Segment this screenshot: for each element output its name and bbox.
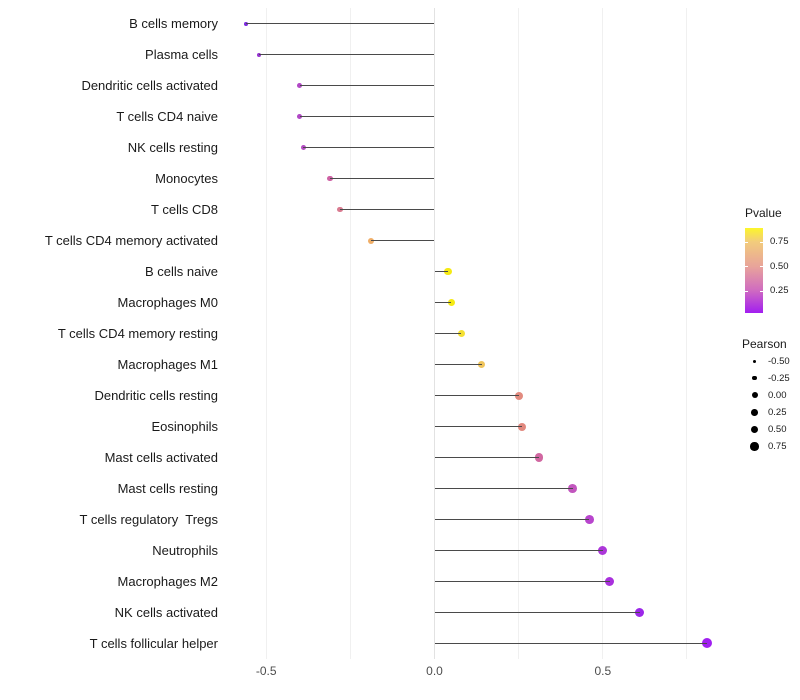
colorbar-tick-label: 0.25 <box>770 285 789 297</box>
colorbar-tick-mark <box>745 266 748 268</box>
category-label: T cells regulatory Tregs <box>79 511 218 527</box>
pearson-legend-dot <box>753 359 756 363</box>
lollipop-stem <box>434 270 448 273</box>
lollipop-stem <box>246 22 435 25</box>
lollipop-dot <box>514 391 523 400</box>
category-label: NK cells resting <box>127 139 218 155</box>
category-label: T cells CD4 memory activated <box>44 232 218 248</box>
pearson-legend-dot <box>751 392 758 399</box>
category-label: NK cells activated <box>114 604 218 620</box>
category-label: T cells follicular helper <box>89 635 218 651</box>
lollipop-stem <box>434 611 640 614</box>
lollipop-stem <box>434 580 610 583</box>
category-label: Mast cells activated <box>104 449 218 465</box>
lollipop-stem <box>434 332 462 335</box>
colorbar-tick-mark <box>745 290 748 292</box>
category-label: B cells naive <box>145 263 218 279</box>
lollipop-stem <box>259 53 435 56</box>
category-label: Eosinophils <box>151 418 219 434</box>
lollipop-dot <box>477 360 486 369</box>
pearson-legend-label: 0.75 <box>768 441 787 452</box>
lollipop-stem <box>303 146 435 149</box>
lollipop-dot <box>457 329 466 338</box>
colorbar-tick-mark <box>745 241 748 243</box>
lollipop-dot <box>444 268 452 276</box>
pearson-legend-label: -0.25 <box>768 372 790 384</box>
colorbar-tick-mark <box>760 241 763 243</box>
lollipop-dot <box>297 83 303 89</box>
pvalue-legend-title: Pvalue <box>745 206 782 220</box>
category-label: Plasma cells <box>145 46 218 62</box>
pvalue-colorbar <box>745 228 763 313</box>
lollipop-stem <box>299 84 435 87</box>
category-label: Dendritic cells resting <box>94 387 218 403</box>
category-label: T cells CD4 naive <box>116 108 218 124</box>
category-label: Dendritic cells activated <box>81 77 218 93</box>
category-label: Macrophages M0 <box>117 294 218 310</box>
lollipop-stem <box>299 115 435 118</box>
category-label: Neutrophils <box>152 542 218 558</box>
lollipop-stem <box>434 456 539 459</box>
x-axis-tick-label: -0.5 <box>255 664 277 678</box>
lollipop-stem <box>340 208 435 211</box>
gridline <box>686 8 688 659</box>
category-label: T cells CD4 memory resting <box>57 325 218 341</box>
lollipop-stem <box>434 487 573 490</box>
lollipop-stem <box>370 239 435 242</box>
gridline <box>349 8 351 659</box>
gridline <box>602 8 604 659</box>
category-label: T cells CD8 <box>151 201 218 217</box>
lollipop-dot <box>244 21 248 26</box>
category-label: Mast cells resting <box>117 480 218 496</box>
gridline <box>518 8 520 659</box>
pearson-legend-label: -0.50 <box>768 355 790 367</box>
lollipop-stem <box>434 642 708 645</box>
category-label: Monocytes <box>155 170 218 186</box>
lollipop-stem <box>330 177 435 180</box>
lollipop-dot <box>337 206 344 213</box>
colorbar-tick-label: 0.50 <box>770 260 789 272</box>
category-label: Macrophages M1 <box>117 356 218 372</box>
lollipop-dot <box>598 546 608 555</box>
category-label: Macrophages M2 <box>117 573 218 589</box>
pearson-legend-title: Pearson <box>742 337 787 351</box>
colorbar-tick-mark <box>760 290 763 292</box>
colorbar-tick-mark <box>760 266 763 268</box>
pearson-legend-dot <box>750 425 759 434</box>
lollipop-dot <box>297 114 303 120</box>
lollipop-stem <box>434 425 523 428</box>
lollipop-dot <box>635 607 645 618</box>
pearson-legend-dot <box>752 375 757 381</box>
x-axis-tick-label: 0.0 <box>426 664 443 678</box>
lollipop-stem <box>434 363 482 366</box>
lollipop-stem <box>434 549 603 552</box>
pearson-legend-dot <box>751 408 758 416</box>
lollipop-dot <box>447 298 455 307</box>
lollipop-stem <box>434 394 519 397</box>
category-label: B cells memory <box>129 15 218 31</box>
lollipop-stem <box>434 518 590 521</box>
pearson-legend-label: 0.00 <box>768 389 787 401</box>
x-axis-tick-label: 0.5 <box>594 664 612 678</box>
pearson-legend-label: 0.25 <box>768 406 787 418</box>
lollipop-dot <box>257 52 262 57</box>
lollipop-stem <box>434 301 452 304</box>
colorbar-tick-label: 0.75 <box>770 236 789 248</box>
pearson-legend-dot <box>750 442 759 451</box>
gridline <box>265 8 267 659</box>
pearson-legend-label: 0.50 <box>768 423 787 435</box>
lollipop-dot <box>702 638 713 649</box>
